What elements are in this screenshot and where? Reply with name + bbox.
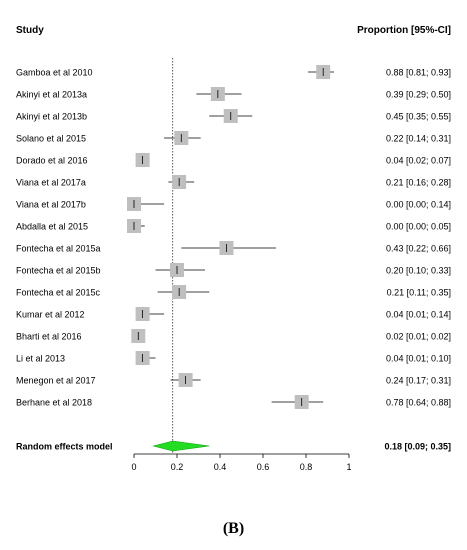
ci-text: 0.21 [0.16; 0.28] <box>386 178 451 188</box>
panel-label: (B) <box>222 520 245 537</box>
x-tick-label: 0.8 <box>300 462 313 472</box>
summary-ci-text: 0.18 [0.09; 0.35] <box>384 442 451 452</box>
forest-plot: Study Proportion [95%-CI] Gamboa et al 201… <box>16 25 451 472</box>
ci-text: 0.00 [0.00; 0.14] <box>386 200 451 210</box>
study-label: Fontecha et al 2015c <box>16 288 101 298</box>
x-tick-label: 0.4 <box>214 462 227 472</box>
study-label: Viana et al 2017b <box>16 200 86 210</box>
study-label: Li et al 2013 <box>16 354 65 364</box>
ci-text: 0.04 [0.01; 0.14] <box>386 310 451 320</box>
ci-text: 0.22 [0.14; 0.31] <box>386 134 451 144</box>
ci-text: 0.78 [0.64; 0.88] <box>386 398 451 408</box>
study-label: Menegon et al 2017 <box>16 376 96 386</box>
study-label: Abdalla et al 2015 <box>16 222 88 232</box>
ci-text: 0.02 [0.01; 0.02] <box>386 332 451 342</box>
ci-text: 0.04 [0.01; 0.10] <box>386 354 451 364</box>
header-study: Study <box>16 25 44 36</box>
study-label: Viana et al 2017a <box>16 178 86 188</box>
header-proportion: Proportion [95%-CI] <box>357 25 451 36</box>
study-label: Akinyi et al 2013a <box>16 90 87 100</box>
study-label: Fontecha et al 2015a <box>16 244 101 254</box>
x-tick-label: 0.6 <box>257 462 270 472</box>
ci-text: 0.43 [0.22; 0.66] <box>386 244 451 254</box>
ci-text: 0.88 [0.81; 0.93] <box>386 68 451 78</box>
ci-text: 0.39 [0.29; 0.50] <box>386 90 451 100</box>
study-label: Fontecha et al 2015b <box>16 266 101 276</box>
ci-text: 0.00 [0.00; 0.05] <box>386 222 451 232</box>
study-label: Kumar et al 2012 <box>16 310 85 320</box>
study-label: Berhane et al 2018 <box>16 398 92 408</box>
summary-label: Random effects model <box>16 442 113 452</box>
x-tick-label: 1 <box>346 462 351 472</box>
summary-diamond <box>152 440 210 452</box>
x-tick-label: 0 <box>131 462 136 472</box>
ci-text: 0.20 [0.10; 0.33] <box>386 266 451 276</box>
study-label: Gamboa et al 2010 <box>16 68 93 78</box>
ci-text: 0.04 [0.02; 0.07] <box>386 156 451 166</box>
study-label: Dorado et al 2016 <box>16 156 88 166</box>
study-label: Bharti et al 2016 <box>16 332 82 342</box>
study-label: Solano et al 2015 <box>16 134 86 144</box>
ci-text: 0.45 [0.35; 0.55] <box>386 112 451 122</box>
study-label: Akinyi et al 2013b <box>16 112 87 122</box>
ci-text: 0.21 [0.11; 0.35] <box>387 288 451 298</box>
x-tick-label: 0.2 <box>171 462 184 472</box>
ci-text: 0.24 [0.17; 0.31] <box>386 376 451 386</box>
